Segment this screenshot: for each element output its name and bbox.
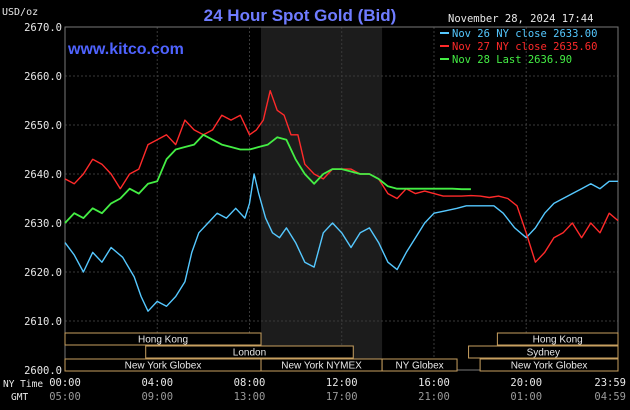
y-tick-label-3: 2630.0: [24, 218, 62, 230]
chart-date: November 28, 2024 17:44: [448, 13, 593, 25]
session-bar-row3-3: [479, 358, 619, 372]
price-series: [64, 89, 619, 312]
series-line-2: [64, 133, 471, 224]
x-tick-gmt-3: 17:00: [326, 391, 358, 403]
grid-lines: [65, 27, 618, 370]
x-tick-gmt-1: 09:00: [141, 391, 173, 403]
y-tick-label-0: 2600.0: [24, 365, 62, 377]
y-tick-label-4: 2640.0: [24, 169, 62, 181]
session-label-row3-2: NY Globex: [395, 361, 443, 372]
x-tick-gmt-4: 21:00: [418, 391, 450, 403]
x-tick-gmt-5: 01:00: [510, 391, 542, 403]
chart-title: 24 Hour Spot Gold (Bid): [204, 6, 397, 25]
gmt-label: GMT: [11, 392, 28, 403]
series-line-0: [64, 173, 618, 312]
session-label-row2-1: Sydney: [527, 348, 560, 359]
x-tick-gmt-0: 05:00: [49, 391, 81, 403]
y-tick-label-2: 2620.0: [24, 267, 62, 279]
x-tick-ny-4: 16:00: [418, 377, 450, 389]
legend-label-nov26: Nov 26 NY close 2633.00: [452, 28, 597, 40]
session-bar-row1-1: [496, 332, 619, 346]
y-tick-label-6: 2660.0: [24, 71, 62, 83]
session-bar-row3-2: [381, 358, 458, 372]
session-label-row3-1: New York NYMEX: [281, 361, 362, 372]
y-tick-label-5: 2650.0: [24, 120, 62, 132]
x-tick-ny-1: 04:00: [141, 377, 173, 389]
y-axis-ticks: 2600.0 2610.0 2620.0 2630.0 2640.0 2650.0 2660…: [24, 22, 62, 377]
session-label-row1-0: Hong Kong: [138, 335, 188, 346]
session-bar-row2-1: [468, 345, 619, 359]
session-label-row1-1: Hong Kong: [533, 335, 583, 346]
y-tick-label-7: 2670.0: [24, 22, 62, 34]
x-axis-ticks: 00:00 05:00 04:00 09:00 08:00 13:00 12:00 17:00…: [49, 377, 626, 403]
kitco-watermark: www.kitco.com: [67, 41, 184, 58]
market-sessions: Hong Kong Hong Kong London Sydney New York G…: [64, 332, 619, 372]
session-label-row3-3: New York Globex: [511, 361, 588, 372]
y-axis-units: USD/oz: [2, 7, 38, 18]
x-tick-gmt-6: 04:59: [594, 391, 626, 403]
ny-time-label: NY Time: [3, 379, 43, 390]
x-tick-ny-3: 12:00: [326, 377, 358, 389]
legend: Nov 26 NY close 2633.00 Nov 27 NY close …: [440, 28, 597, 66]
session-bar-row2-0: [145, 345, 354, 359]
x-tick-ny-5: 20:00: [510, 377, 542, 389]
x-tick-gmt-2: 13:00: [234, 391, 266, 403]
nymex-shade: [261, 27, 383, 370]
x-tick-ny-0: 00:00: [49, 377, 81, 389]
session-bar-row1-0: [64, 332, 262, 346]
y-tick-label-1: 2610.0: [24, 316, 62, 328]
session-label-row3-0: New York Globex: [125, 361, 202, 372]
x-tick-ny-6: 23:59: [594, 377, 626, 389]
legend-label-nov27: Nov 27 NY close 2635.60: [452, 41, 597, 53]
nymex-shaded-region: [261, 27, 383, 370]
session-label-row2-0: London: [233, 348, 266, 359]
legend-label-nov28: Nov 28 Last 2636.90: [452, 54, 572, 66]
x-tick-ny-2: 08:00: [234, 377, 266, 389]
